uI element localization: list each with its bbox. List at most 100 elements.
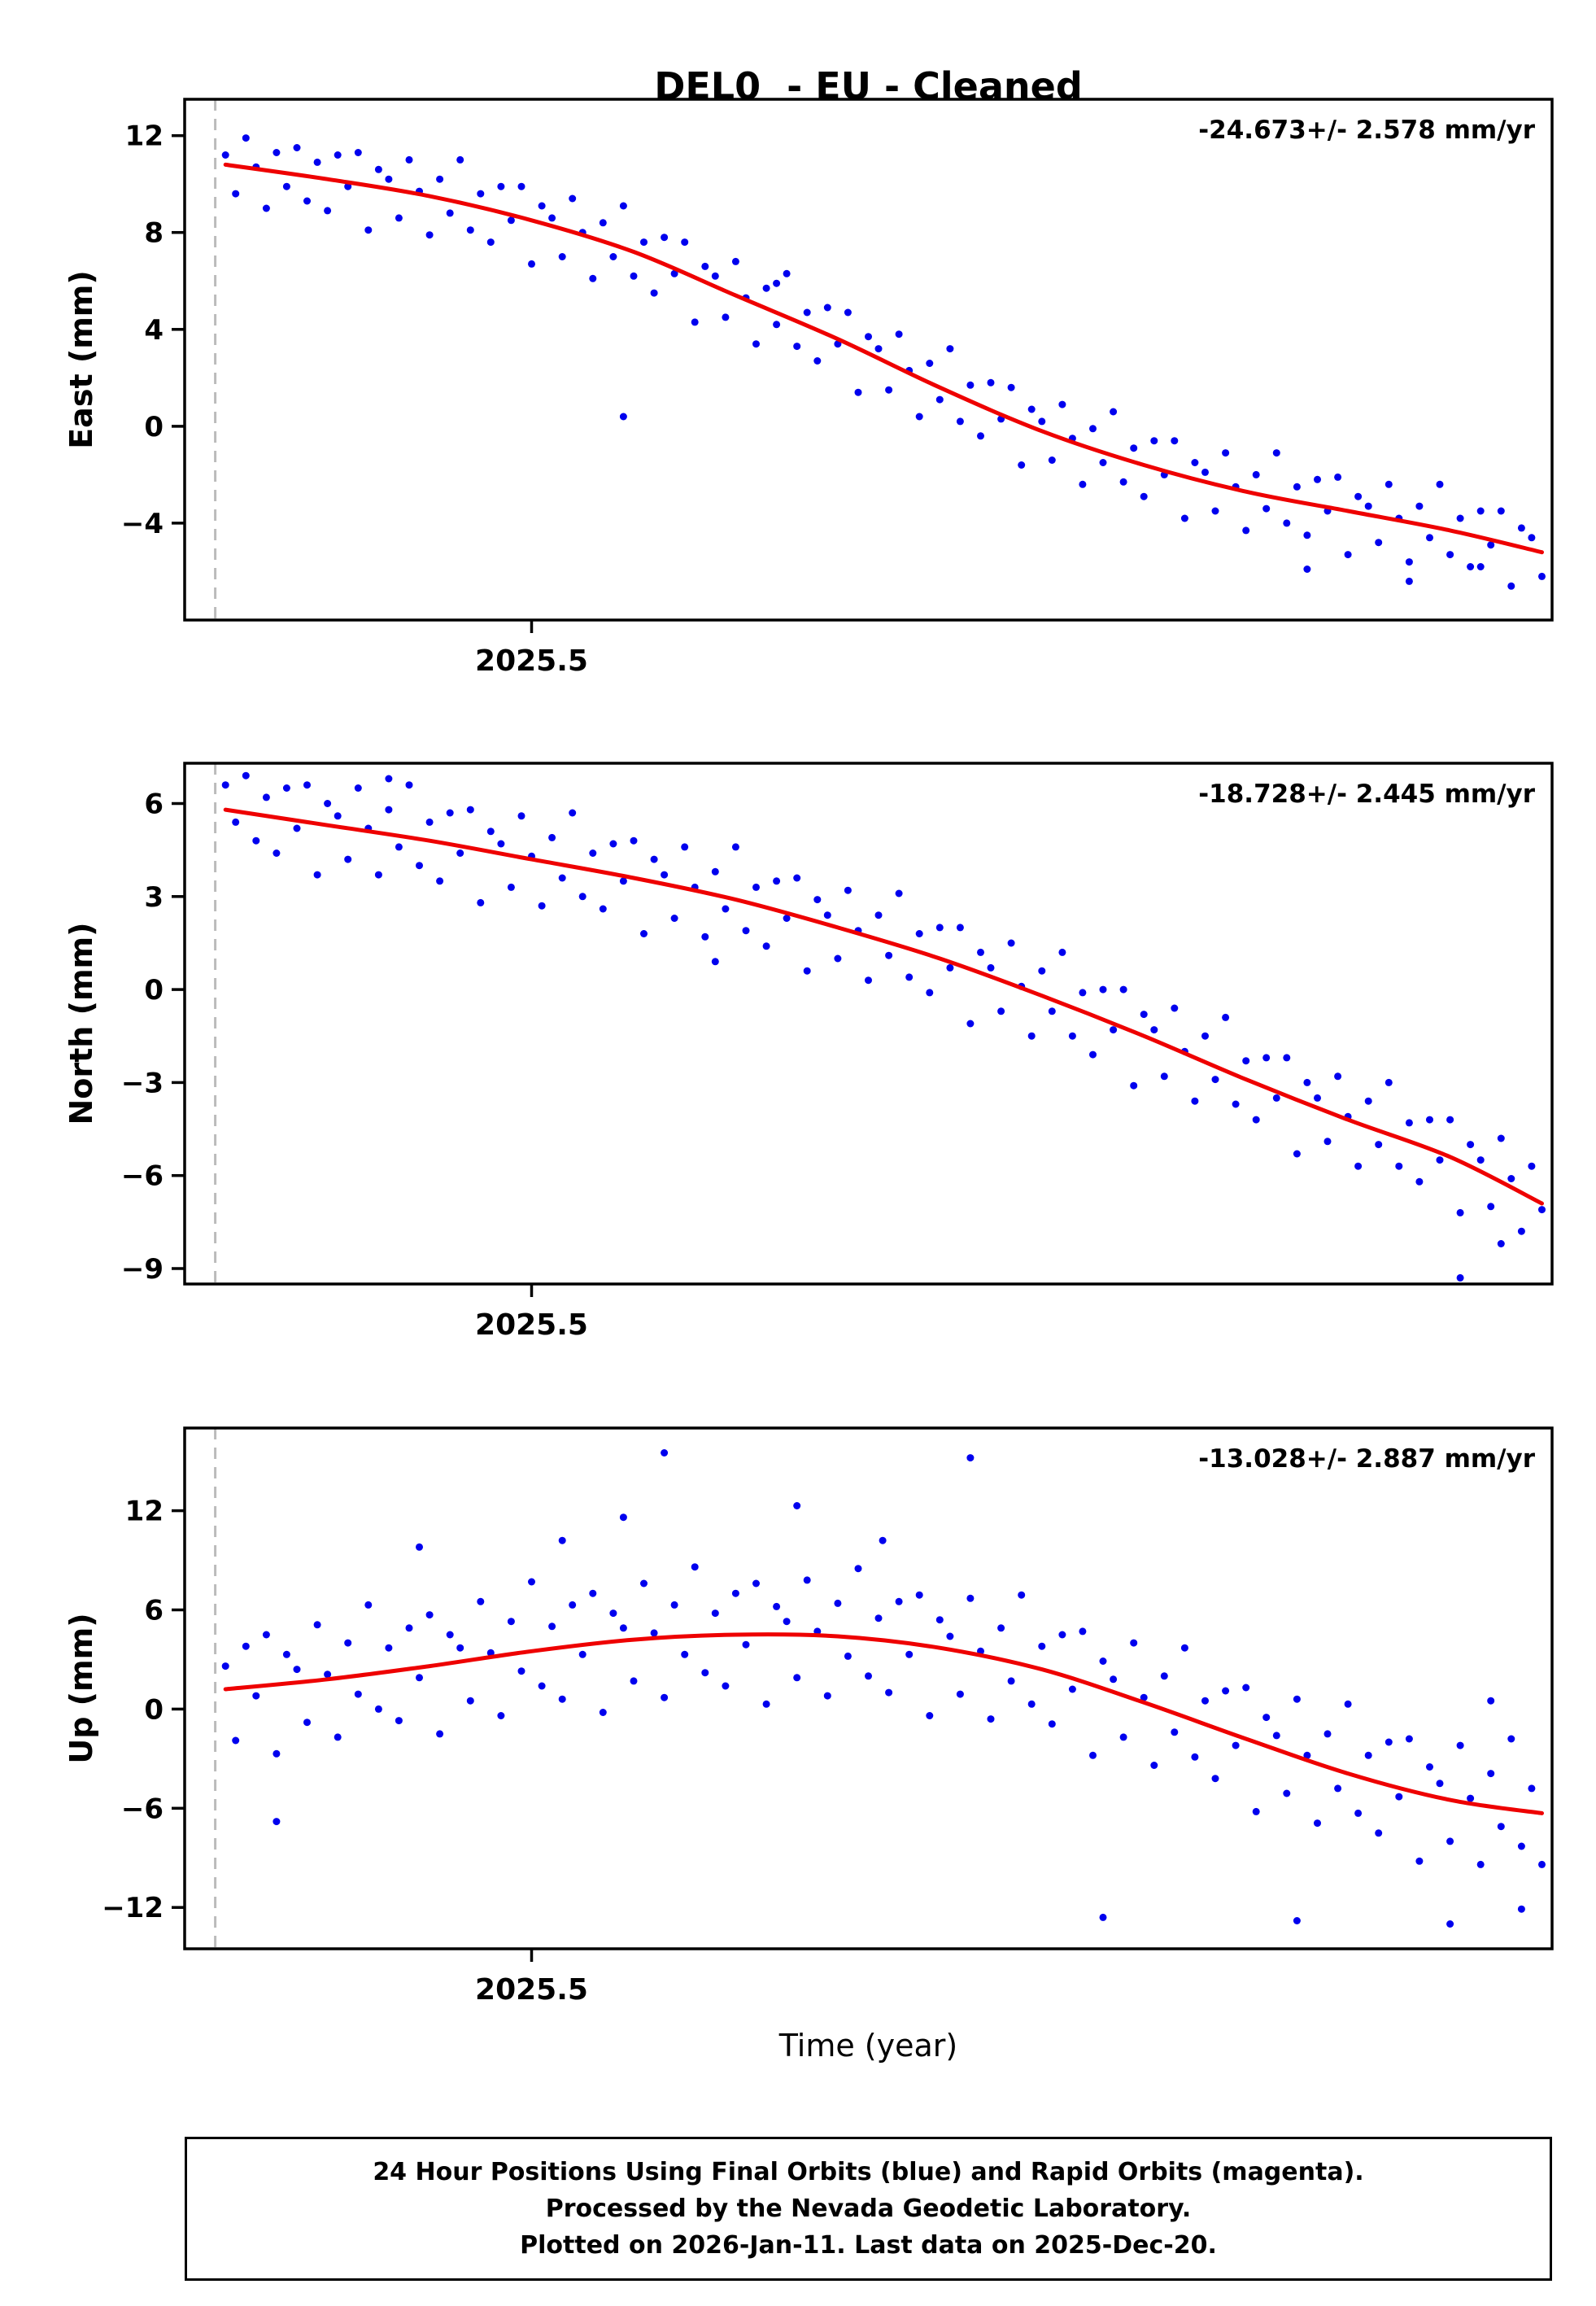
data-point	[385, 775, 393, 783]
data-point	[1048, 1720, 1056, 1728]
data-point	[232, 190, 240, 198]
data-point	[1191, 1753, 1199, 1761]
data-point	[701, 932, 709, 941]
data-point	[1517, 1227, 1525, 1235]
data-point	[670, 269, 678, 277]
data-point	[619, 1513, 627, 1522]
data-point	[344, 1639, 352, 1647]
data-point	[1364, 1751, 1372, 1759]
data-point	[497, 1712, 505, 1719]
data-point	[630, 836, 638, 845]
data-point	[1497, 1240, 1505, 1247]
data-point	[834, 1599, 842, 1607]
data-point	[681, 843, 689, 851]
data-point	[548, 833, 556, 841]
data-point	[1232, 1741, 1240, 1749]
data-point	[1528, 1162, 1536, 1170]
data-point	[1385, 1078, 1393, 1086]
data-point	[1476, 1860, 1485, 1868]
data-point	[416, 1543, 423, 1551]
y-tick-label: −9	[121, 1253, 164, 1286]
data-point	[507, 216, 515, 225]
data-point	[1027, 1700, 1036, 1708]
y-tick-label: −6	[121, 1160, 164, 1193]
data-point	[1201, 1697, 1209, 1705]
data-point	[558, 874, 566, 882]
north-chart: 6 3 0 −3 −6 −9 2025.5	[121, 762, 1554, 1342]
data-point	[956, 924, 964, 932]
data-point	[1242, 1684, 1250, 1692]
y-tick-label: 0	[144, 974, 164, 1007]
data-point	[1068, 1685, 1076, 1693]
data-point	[1262, 1714, 1271, 1722]
data-point	[1089, 1050, 1097, 1059]
data-point	[405, 1624, 413, 1632]
data-point	[773, 321, 781, 329]
trend-line	[223, 1632, 1544, 1815]
data-point	[1140, 1011, 1148, 1019]
data-point	[385, 175, 393, 183]
data-point	[1119, 1733, 1127, 1741]
data-point	[966, 1454, 975, 1462]
data-point	[834, 954, 842, 963]
data-point	[854, 388, 862, 396]
north-axis-title: North (mm)	[63, 922, 99, 1125]
data-point	[1528, 534, 1536, 542]
data-point	[1467, 1141, 1475, 1149]
y-tick-label: 12	[125, 120, 164, 153]
data-point	[507, 1618, 515, 1626]
data-point	[1446, 1920, 1454, 1928]
data-point	[691, 318, 699, 326]
data-point	[1395, 1162, 1403, 1170]
data-point	[711, 867, 719, 876]
data-point	[1171, 1728, 1179, 1736]
data-point	[813, 896, 822, 904]
data-point	[823, 304, 831, 312]
data-point	[466, 1697, 474, 1705]
data-point	[1130, 1081, 1138, 1090]
data-point	[1314, 1819, 1321, 1828]
data-point	[1375, 1829, 1383, 1837]
data-point	[303, 197, 311, 205]
data-point	[425, 818, 434, 826]
data-point	[303, 1719, 311, 1727]
data-point	[416, 1674, 423, 1682]
data-point	[711, 1609, 719, 1618]
data-point	[752, 883, 760, 891]
data-point	[569, 809, 577, 817]
data-point	[895, 330, 903, 338]
data-point	[1334, 1784, 1342, 1793]
data-point	[436, 175, 444, 183]
data-point	[1068, 1032, 1076, 1040]
data-point	[1354, 1809, 1363, 1817]
data-point	[1099, 1913, 1107, 1921]
data-point	[497, 182, 505, 190]
data-point	[946, 1632, 954, 1640]
data-point	[1303, 566, 1311, 573]
data-point	[364, 226, 373, 234]
data-point	[1364, 502, 1372, 510]
data-point	[1303, 531, 1311, 539]
data-point	[1446, 1837, 1454, 1845]
data-point	[1293, 1150, 1301, 1158]
data-point	[1150, 437, 1158, 445]
data-point	[752, 340, 760, 348]
data-point	[344, 182, 352, 190]
data-point	[1538, 1860, 1546, 1868]
data-point	[1201, 1032, 1209, 1040]
data-point	[1222, 1013, 1230, 1021]
data-point	[1099, 1657, 1107, 1665]
data-point	[1538, 572, 1546, 580]
data-point	[324, 800, 332, 807]
data-point	[477, 1597, 485, 1605]
data-point	[1232, 1100, 1240, 1108]
data-point	[731, 1589, 739, 1597]
data-point	[762, 1700, 770, 1708]
data-point	[1038, 417, 1046, 426]
data-point	[1058, 948, 1066, 956]
data-point	[242, 1642, 250, 1650]
data-point	[1130, 1639, 1138, 1647]
data-point	[915, 413, 923, 421]
data-point	[997, 1007, 1005, 1015]
data-point	[528, 1578, 535, 1586]
